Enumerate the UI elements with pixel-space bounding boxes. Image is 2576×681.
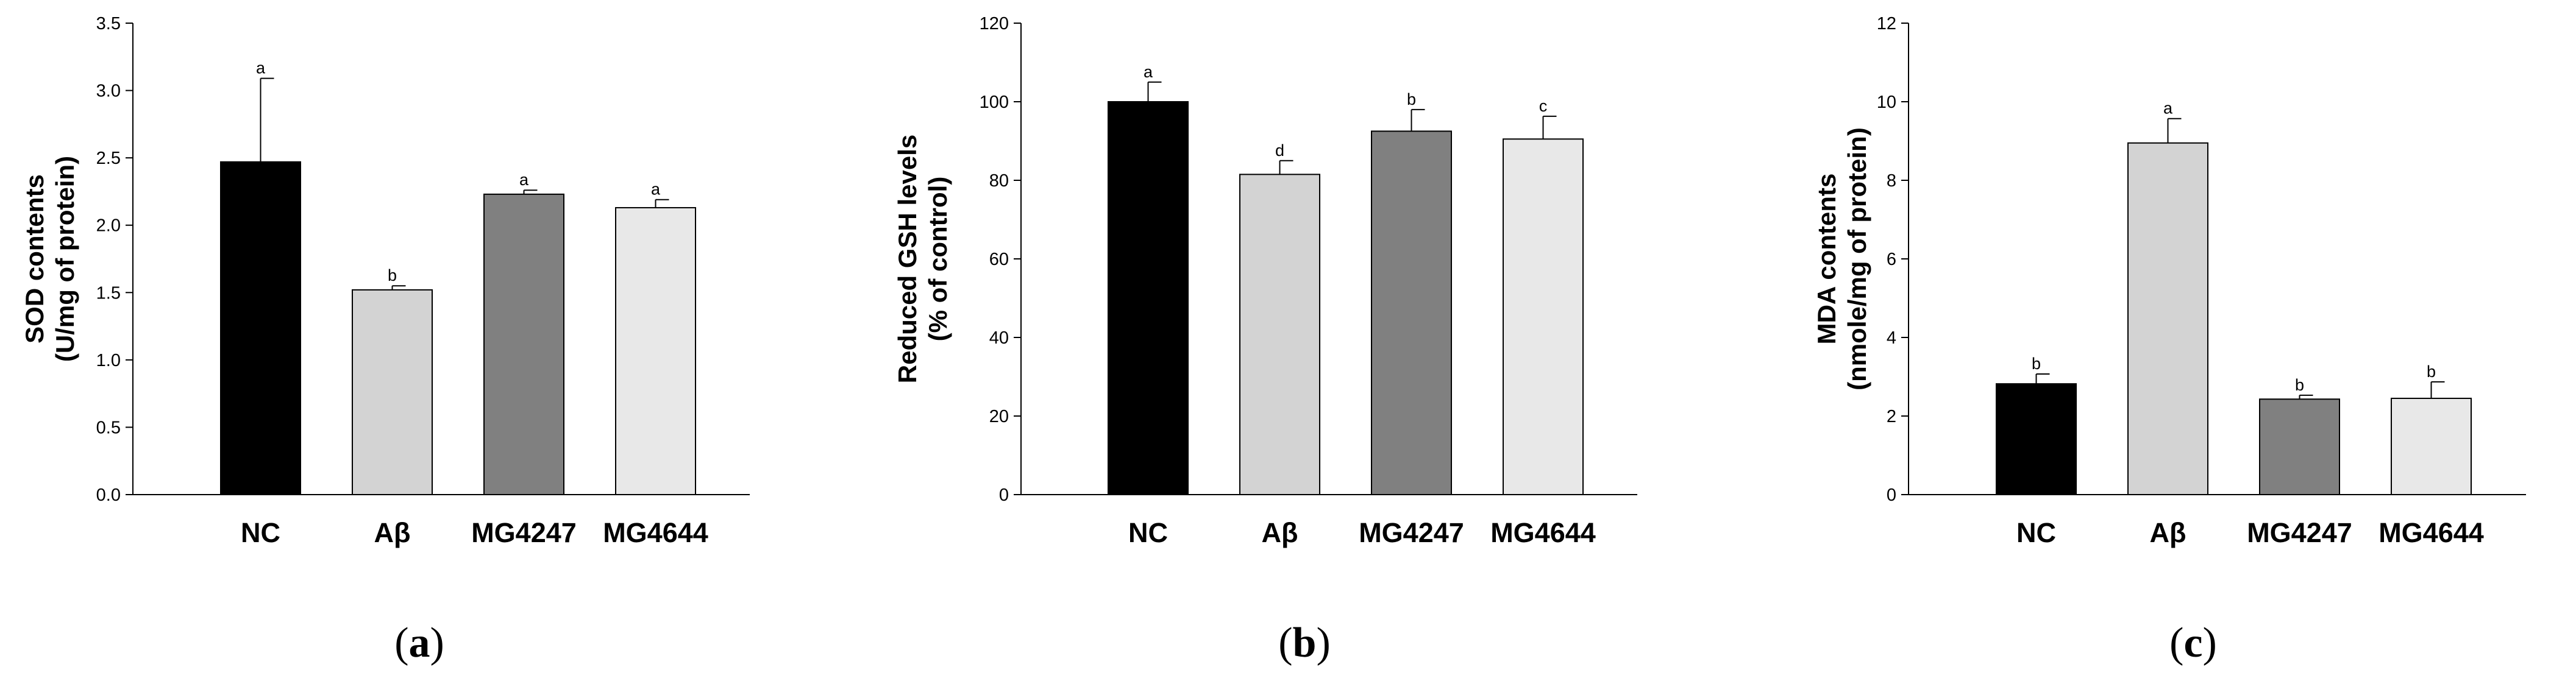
y-tick-label: 40	[989, 328, 1009, 348]
panel-label: (b)	[1278, 619, 1331, 666]
panel-label: (c)	[2169, 619, 2217, 666]
y-tick-label: 3.5	[96, 14, 121, 34]
chart-b: 0 20 40 60 80 100 120 Reduced GSH levels (% of c…	[893, 14, 1637, 666]
y-axis-title-units: (% of control)	[923, 177, 952, 342]
significance-label: b	[2032, 355, 2041, 373]
category-label: NC	[241, 517, 280, 548]
y-tick-label: 0.0	[96, 485, 121, 505]
y-tick-label: 20	[989, 407, 1009, 426]
y-tick-label: 60	[989, 250, 1009, 269]
significance-label: b	[1407, 90, 1416, 108]
y-tick-label: 80	[989, 171, 1009, 191]
y-axis-title-units: (U/mg of protein)	[51, 156, 79, 362]
y-tick-label: 10	[1877, 93, 1896, 112]
y-tick-label: 8	[1887, 171, 1896, 191]
bar-MG4247	[2259, 398, 2340, 496]
chart-c: 0 2 4 6 8 10 12 MDA contents (nmole/mg of protei…	[1812, 14, 2526, 666]
bar-Aβ	[352, 289, 433, 495]
category-label: MG4247	[471, 517, 577, 548]
significance-label: b	[2427, 362, 2436, 381]
significance-label: a	[1144, 63, 1153, 81]
y-axis-title: MDA contents	[1812, 174, 1841, 345]
y-tick-label: 0.5	[96, 418, 121, 437]
y-axis-title-units: (nmole/mg of protein)	[1843, 127, 1871, 390]
category-label: NC	[2016, 517, 2056, 548]
category-label: Aβ	[1262, 517, 1298, 548]
significance-label: a	[256, 59, 266, 77]
y-tick-label: 1.5	[96, 283, 121, 303]
category-label: MG4247	[1359, 517, 1464, 548]
y-tick-label: 120	[980, 14, 1009, 34]
significance-label: b	[388, 266, 397, 284]
bar-MG4644	[615, 206, 696, 495]
y-tick-label: 2.5	[96, 149, 121, 168]
bar-MG4644	[1503, 138, 1584, 495]
y-tick-label: 12	[1877, 14, 1896, 34]
y-tick-label: 1.0	[96, 351, 121, 370]
significance-label: d	[1275, 141, 1284, 160]
y-tick-label: 0	[1887, 485, 1896, 505]
significance-label: c	[1539, 97, 1548, 115]
bar-MG4644	[2391, 397, 2472, 495]
significance-label: a	[519, 171, 529, 189]
bar-NC	[1108, 101, 1189, 495]
category-label: Aβ	[2150, 517, 2186, 548]
chart-a: 0.0 0.5 1.0 1.5 2.0 2.5 3.0 3.5 SOD contents (U/m…	[20, 14, 750, 666]
category-label: Aβ	[374, 517, 411, 548]
y-tick-label: 100	[980, 93, 1009, 112]
category-label: MG4644	[2379, 517, 2484, 548]
category-label: NC	[1128, 517, 1168, 548]
significance-label: a	[651, 180, 661, 199]
bar-Aβ	[1239, 174, 1320, 495]
y-tick-label: 2.0	[96, 216, 121, 236]
y-axis-title: Reduced GSH levels	[893, 135, 922, 384]
y-tick-label: 0	[999, 485, 1009, 505]
bar-NC	[1996, 383, 2077, 495]
significance-label: b	[2295, 376, 2304, 394]
bar-Aβ	[2127, 142, 2208, 496]
panel-label: (a)	[394, 619, 444, 666]
category-label: MG4644	[1490, 517, 1596, 548]
y-tick-label: 2	[1887, 407, 1896, 426]
y-tick-label: 4	[1887, 328, 1896, 348]
y-tick-label: 6	[1887, 250, 1896, 269]
bar-MG4247	[1371, 130, 1452, 495]
category-label: MG4644	[603, 517, 708, 548]
significance-label: a	[2163, 99, 2173, 118]
category-label: MG4247	[2247, 517, 2352, 548]
bar-MG4247	[483, 193, 564, 495]
y-axis-title: SOD contents	[20, 174, 49, 344]
bar-NC	[220, 161, 301, 495]
y-tick-label: 3.0	[96, 82, 121, 101]
